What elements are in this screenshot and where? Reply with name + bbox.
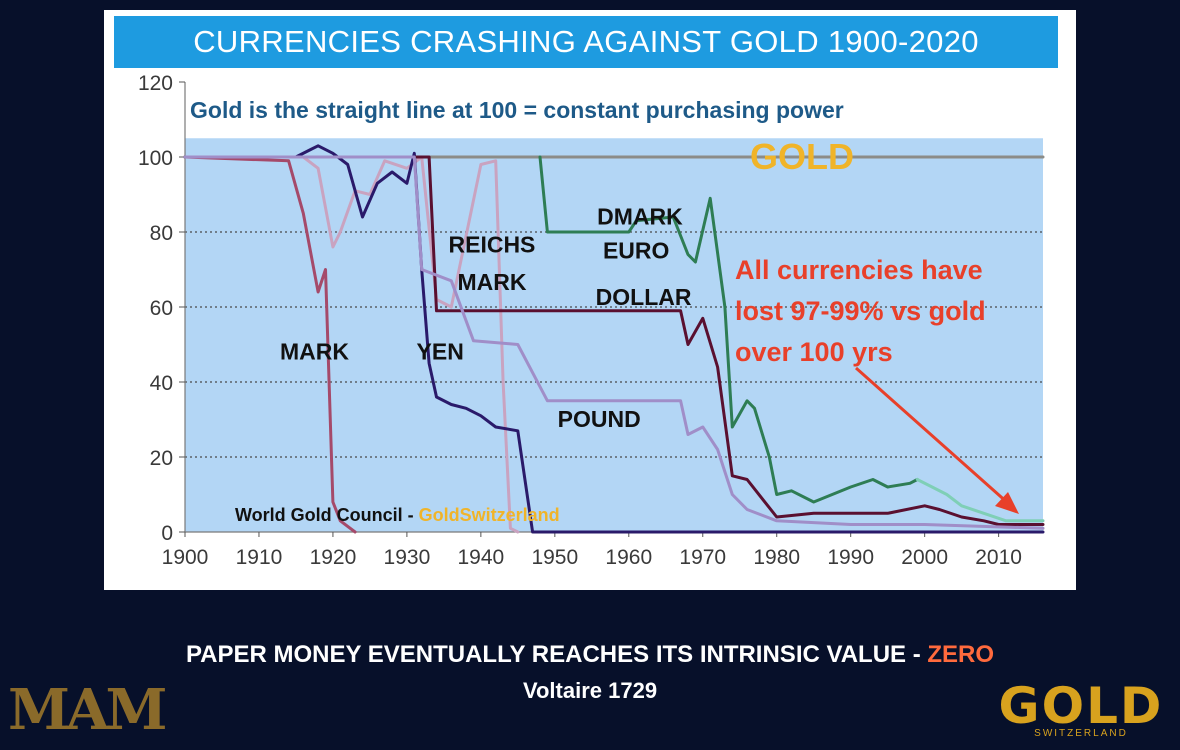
mam-logo: MAM [8,677,167,743]
quote-line: PAPER MONEY EVENTUALLY REACHES ITS INTRI… [0,641,1180,669]
logo-subtext: SWITZERLAND [1034,728,1128,739]
y-tick-label: 40 [150,372,173,395]
series-label: REICHS [449,232,536,258]
x-tick-label: 1960 [605,546,652,569]
x-tick-label: 1910 [236,546,283,569]
series-label: MARK [280,339,349,365]
plot-area [185,138,1043,532]
x-tick-label: 1930 [384,546,431,569]
x-tick-label: 2000 [901,546,948,569]
series-label: EURO [603,237,669,263]
y-tick-label: 100 [138,147,173,170]
series-label: POUND [558,406,641,432]
annotation-arrowhead [995,492,1019,514]
series-label: MARK [457,269,526,295]
y-tick-label: 120 [138,72,173,95]
chart-subtitle: Gold is the straight line at 100 = const… [190,97,844,123]
y-tick-label: 80 [150,222,173,245]
series-label: YEN [417,339,464,365]
series-label-gold: GOLD [750,136,854,177]
x-tick-label: 1980 [753,546,800,569]
x-tick-label: 1900 [162,546,209,569]
annotation-text: All currencies have [735,255,983,285]
series-line-dollar [183,155,1045,526]
annotation-arrow [855,366,1010,506]
annotation-text: lost 97-99% vs gold [735,296,986,326]
x-tick-label: 1950 [531,546,578,569]
quote-attribution: Voltaire 1729 [522,678,658,703]
series-line-euro [915,478,1045,523]
annotation-text: over 100 yrs [735,337,893,367]
source-highlight: GoldSwitzerland [419,505,560,525]
goldswitzerland-logo: GOLD SWITZERLAND [996,678,1166,742]
x-tick-label: 1920 [310,546,357,569]
quote-highlight: ZERO [927,641,995,668]
x-tick-label: 1970 [679,546,726,569]
source-text: World Gold Council - [235,505,419,525]
series-line-dmark [538,155,919,504]
series-line-mark [183,155,357,534]
y-tick-label: 0 [161,522,173,545]
quote-text: PAPER MONEY EVENTUALLY REACHES ITS INTRI… [185,641,928,668]
chart-title: CURRENCIES CRASHING AGAINST GOLD 1900-20… [114,16,1058,68]
series-label: DOLLAR [596,284,692,310]
series-line-pound [183,155,1045,530]
y-tick-label: 60 [150,297,173,320]
x-tick-label: 1940 [458,546,505,569]
y-tick-label: 20 [150,447,173,470]
x-tick-label: 1990 [827,546,874,569]
series-label: DMARK [597,204,683,230]
currency-chart: 0 20 40 60 80 100 120 1900 1910 1920 1930 1940 1950 1… [138,72,1045,569]
x-tick-label: 2010 [975,546,1022,569]
logo-word: GOLD [998,677,1164,735]
source-note: World Gold Council - GoldSwitzerland [235,505,560,525]
